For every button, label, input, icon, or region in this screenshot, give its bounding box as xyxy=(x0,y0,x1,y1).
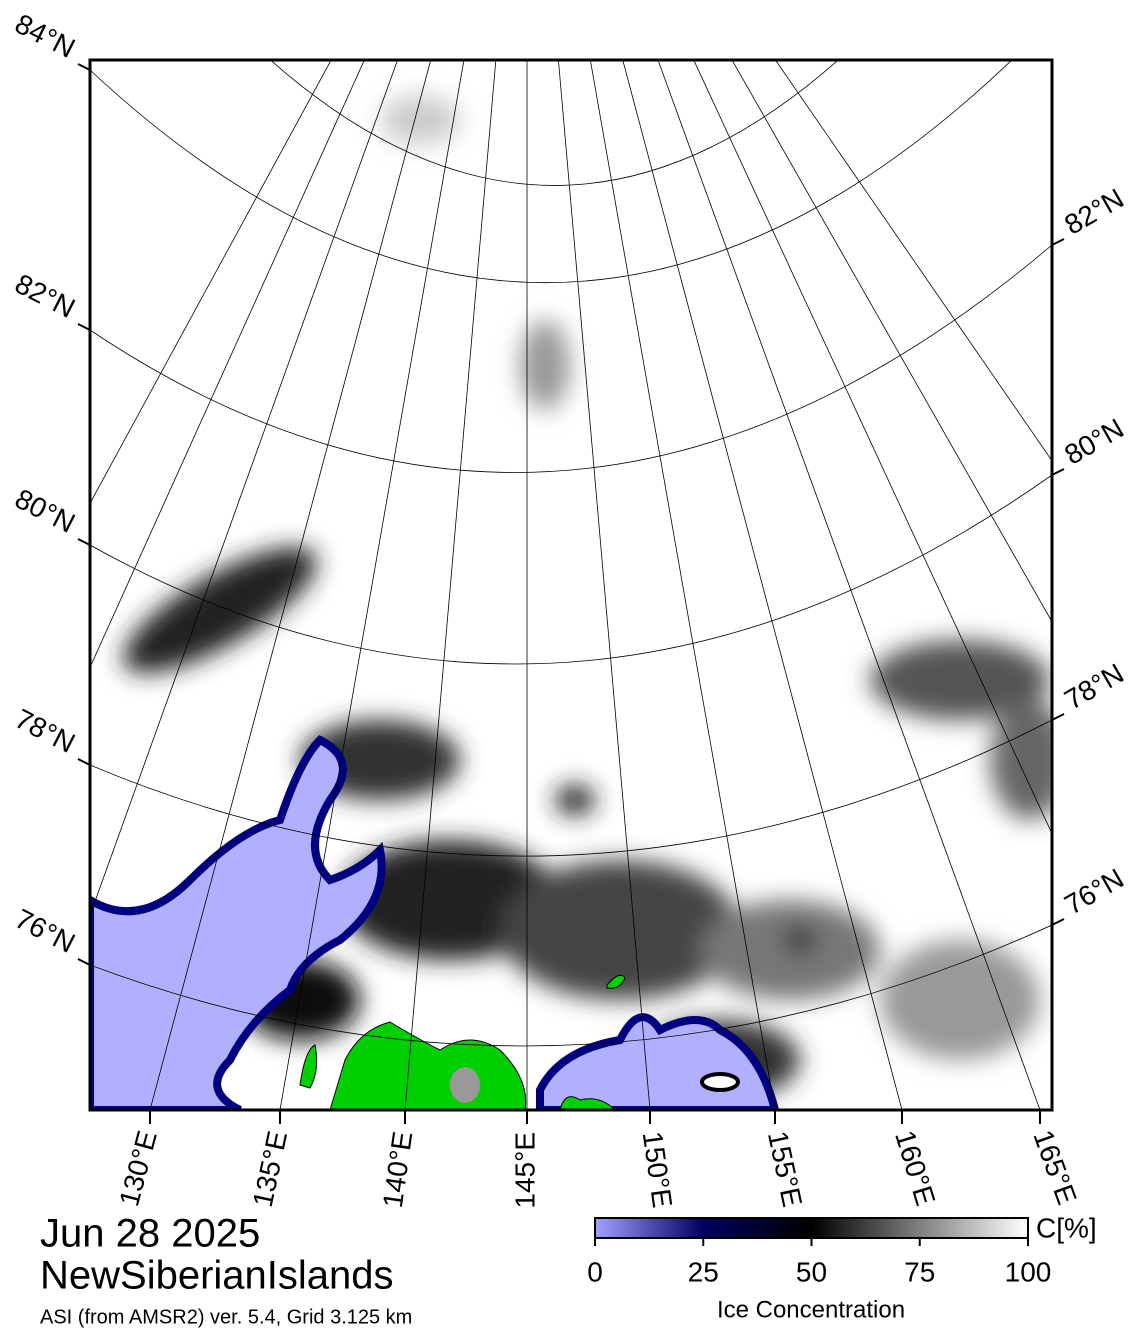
colorbar-tick-label: 50 xyxy=(796,1256,827,1287)
graticule xyxy=(90,60,1052,1110)
lat-tick xyxy=(77,323,91,331)
open-water xyxy=(90,735,780,1110)
colorbar-tick-label: 25 xyxy=(688,1256,719,1287)
lon-label: 140°E xyxy=(377,1130,418,1210)
meridian xyxy=(90,60,365,669)
meridian xyxy=(279,60,465,1110)
lat-label: 82°N xyxy=(10,268,80,324)
region-name: NewSiberianIslands xyxy=(40,1254,394,1298)
parallel xyxy=(90,60,1013,283)
colorbar-unit: C[%] xyxy=(1036,1212,1097,1243)
frame-ticks xyxy=(77,63,1065,1124)
lat-label: 84°N xyxy=(10,8,80,64)
meridian xyxy=(731,60,1052,623)
meridian xyxy=(404,60,497,1110)
parallel xyxy=(90,719,1052,857)
date: Jun 28 2025 xyxy=(40,1212,260,1256)
parallel xyxy=(90,474,1052,665)
map-area xyxy=(90,60,1052,1110)
meridian xyxy=(149,60,432,1110)
colorbar-gradient xyxy=(594,1217,1029,1239)
lat-tick xyxy=(1051,713,1065,721)
lat-label: 76°N xyxy=(1059,862,1129,920)
lon-label: 150°E xyxy=(637,1130,678,1210)
lon-label: 135°E xyxy=(247,1128,293,1209)
parallel xyxy=(269,60,839,186)
lat-tick xyxy=(1051,468,1065,476)
water-west xyxy=(90,735,386,1110)
lon-label: 165°E xyxy=(1027,1126,1082,1209)
meridian xyxy=(657,60,1041,1110)
lat-tick xyxy=(77,538,91,546)
lat-tick xyxy=(77,958,91,966)
lat-label: 78°N xyxy=(1059,657,1129,715)
meridian xyxy=(774,60,1052,462)
lat-label: 78°N xyxy=(10,703,80,759)
parallel xyxy=(90,924,1052,1047)
meridian xyxy=(90,60,332,505)
meridian xyxy=(622,60,903,1110)
lat-label: 82°N xyxy=(1059,182,1129,240)
lat-tick xyxy=(1051,238,1065,246)
lat-tick xyxy=(1051,918,1065,926)
lon-label: 130°E xyxy=(113,1127,163,1209)
lat-tick xyxy=(77,63,91,71)
lat-label: 76°N xyxy=(10,903,80,959)
colorbar: C[%] Ice Concentration 0 25 50 75 100 xyxy=(587,1212,1096,1323)
lat-label: 80°N xyxy=(1059,412,1129,470)
colorbar-tick-label: 0 xyxy=(587,1256,603,1287)
map-frame xyxy=(88,58,1054,1112)
lon-label: 155°E xyxy=(762,1128,808,1209)
lon-label: 160°E xyxy=(889,1127,941,1209)
meridian xyxy=(558,60,651,1110)
meridian xyxy=(693,60,1052,835)
colorbar-tick-label: 75 xyxy=(904,1256,935,1287)
meridian xyxy=(589,60,776,1110)
lon-label: 145°E xyxy=(509,1132,540,1209)
land xyxy=(299,974,626,1110)
meridian xyxy=(90,60,398,917)
colorbar-tick-label: 100 xyxy=(1005,1256,1052,1287)
parallel xyxy=(90,244,1052,473)
lat-tick xyxy=(77,758,91,766)
colorbar-title: Ice Concentration xyxy=(717,1296,905,1323)
source-note: ASI (from AMSR2) ver. 5.4, Grid 3.125 km xyxy=(40,1306,412,1328)
lat-label: 80°N xyxy=(10,483,80,539)
